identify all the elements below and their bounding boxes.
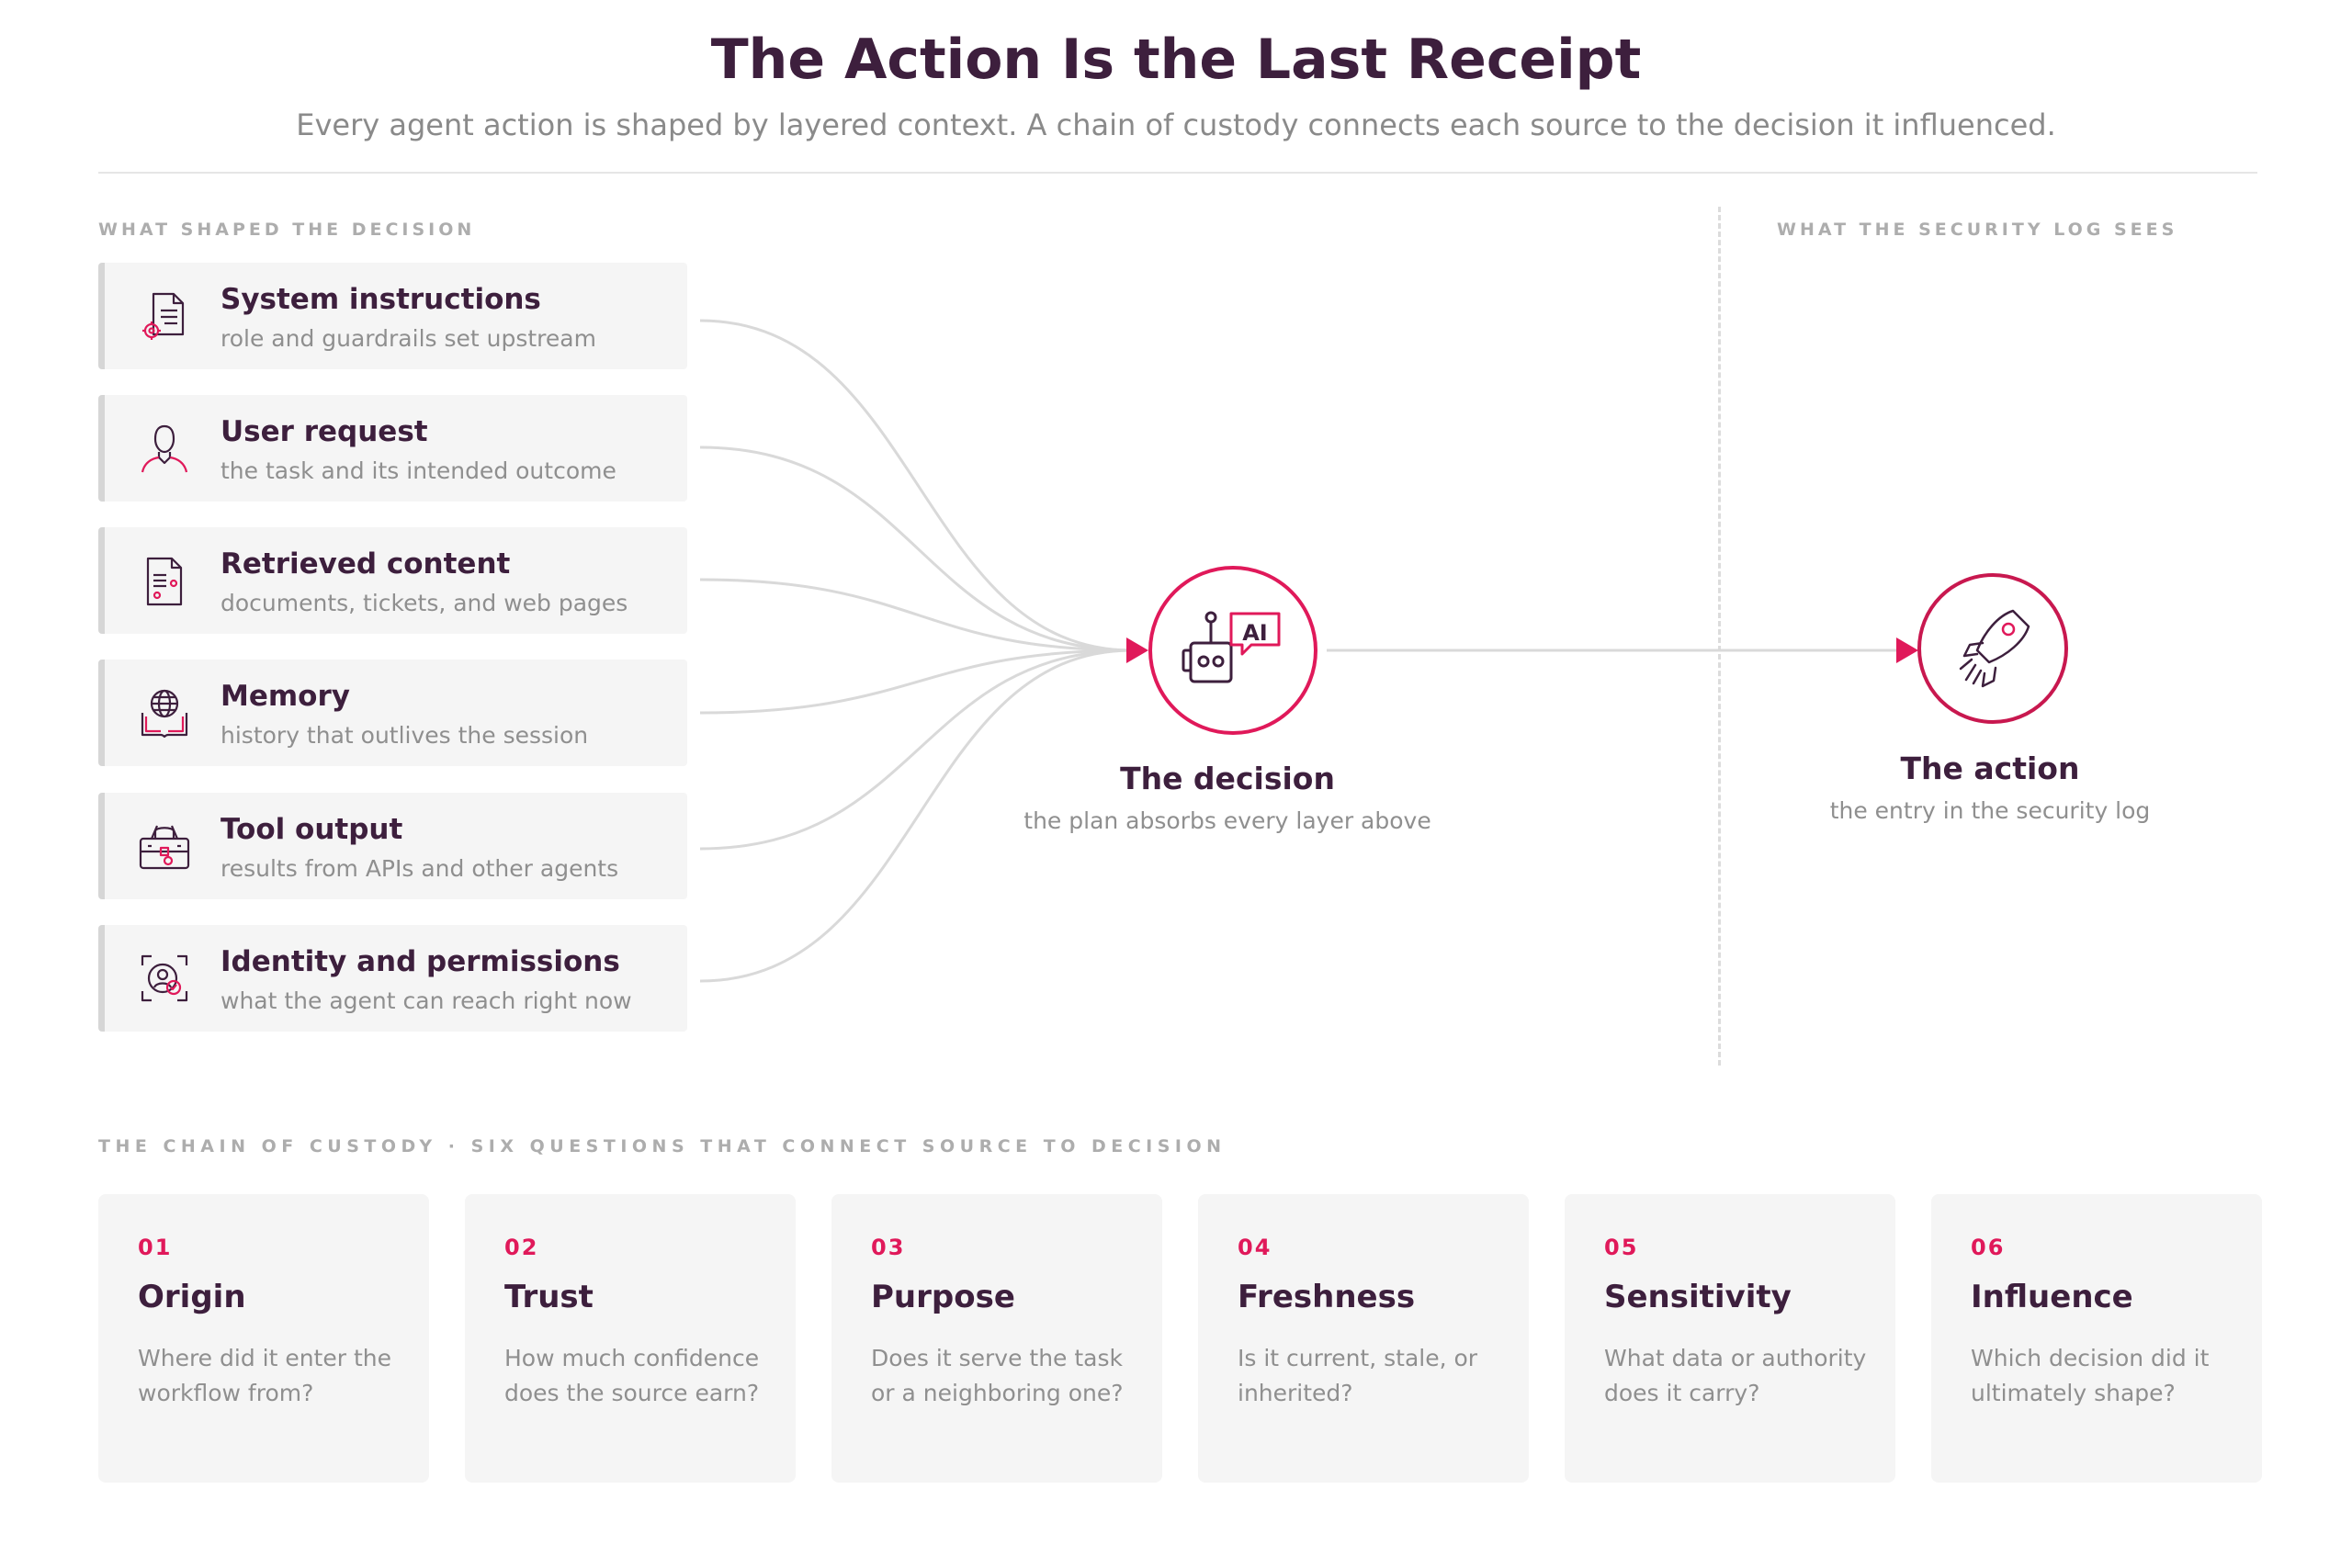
chain-of-custody-heading: THE CHAIN OF CUSTODY · SIX QUESTIONS THA… xyxy=(98,1136,1227,1156)
connector-identity-permissions xyxy=(699,649,1133,983)
header-divider xyxy=(98,172,2257,174)
security-log-heading: WHAT THE SECURITY LOG SEES xyxy=(1777,220,2178,240)
arrowhead-decision xyxy=(1126,637,1148,663)
connector-user-request xyxy=(699,446,1133,652)
question-number: 03 xyxy=(871,1235,906,1260)
rocket-icon xyxy=(1959,609,2030,688)
action-title: The action xyxy=(1900,750,2080,786)
decision-description: the plan absorbs every layer above xyxy=(1023,807,1431,834)
ai-badge: AI xyxy=(1242,620,1268,646)
source-description: documents, tickets, and web pages xyxy=(220,590,628,616)
question-title: Freshness xyxy=(1238,1279,1416,1315)
connector-tool-output xyxy=(699,649,1133,851)
document-list-icon xyxy=(137,553,192,608)
page-title: The Action Is the Last Receipt xyxy=(710,28,1642,92)
connector-memory xyxy=(699,649,1133,715)
question-number: 04 xyxy=(1238,1235,1272,1260)
question-text: Is it current, stale, or inherited? xyxy=(1238,1345,1478,1406)
source-title: Identity and permissions xyxy=(220,945,620,978)
action-label: The action the entry in the security log xyxy=(1714,750,2266,824)
action-description: the entry in the security log xyxy=(1829,797,2151,824)
connector-system-instructions xyxy=(699,319,1133,652)
question-card-influence: 06 Influence Which decision did it ultim… xyxy=(1931,1194,2262,1483)
question-text: How much confidence does the source earn… xyxy=(504,1345,760,1406)
source-title: Tool output xyxy=(220,813,403,846)
question-number: 05 xyxy=(1604,1235,1639,1260)
source-description: role and guardrails set upstream xyxy=(220,325,596,352)
source-card-memory: Memory history that outlives the session xyxy=(98,660,687,766)
question-card-sensitivity: 05 Sensitivity What data or authority do… xyxy=(1565,1194,1895,1483)
globe-book-icon xyxy=(137,685,192,740)
source-description: the task and its intended outcome xyxy=(220,457,616,484)
question-title: Origin xyxy=(138,1279,246,1315)
toolbox-icon xyxy=(137,818,192,874)
source-title: User request xyxy=(220,415,428,448)
source-title: Memory xyxy=(220,680,350,713)
question-title: Influence xyxy=(1971,1279,2133,1315)
question-card-trust: 02 Trust How much confidence does the so… xyxy=(465,1194,796,1483)
source-card-system-instructions: System instructions role and guardrails … xyxy=(98,263,687,369)
question-number: 06 xyxy=(1971,1235,2006,1260)
document-gear-icon xyxy=(137,288,192,344)
question-card-origin: 01 Origin Where did it enter the workflo… xyxy=(98,1194,429,1483)
source-card-retrieved-content: Retrieved content documents, tickets, an… xyxy=(98,527,687,634)
arrowhead-action xyxy=(1896,637,1918,663)
page-subtitle: Every agent action is shaped by layered … xyxy=(296,107,2056,142)
question-text: Does it serve the task or a neighboring … xyxy=(871,1345,1124,1406)
action-node xyxy=(1917,573,2068,724)
source-title: Retrieved content xyxy=(220,547,511,581)
person-icon xyxy=(137,421,192,476)
source-title: System instructions xyxy=(220,283,541,316)
connector-retrieved-content xyxy=(699,578,1133,652)
question-card-freshness: 04 Freshness Is it current, stale, or in… xyxy=(1198,1194,1529,1483)
source-description: history that outlives the session xyxy=(220,722,589,749)
source-description: what the agent can reach right now xyxy=(220,987,632,1014)
source-description: results from APIs and other agents xyxy=(220,855,619,882)
question-number: 01 xyxy=(138,1235,173,1260)
log-boundary-divider xyxy=(1718,207,1721,1066)
sources-heading: WHAT SHAPED THE DECISION xyxy=(98,220,476,240)
question-text: Where did it enter the workflow from? xyxy=(138,1345,391,1406)
identity-scan-icon xyxy=(137,951,192,1006)
decision-label: The decision the plan absorbs every laye… xyxy=(952,761,1503,834)
source-card-tool-output: Tool output results from APIs and other … xyxy=(98,793,687,899)
question-title: Trust xyxy=(504,1279,594,1315)
question-card-purpose: 03 Purpose Does it serve the task or a n… xyxy=(831,1194,1162,1483)
question-title: Purpose xyxy=(871,1279,1015,1315)
question-number: 02 xyxy=(504,1235,539,1260)
decision-title: The decision xyxy=(1120,761,1335,796)
question-title: Sensitivity xyxy=(1604,1279,1792,1315)
ai-robot-icon xyxy=(1182,611,1281,683)
source-card-identity-permissions: Identity and permissions what the agent … xyxy=(98,925,687,1032)
question-text: What data or authority does it carry? xyxy=(1604,1345,1867,1406)
decision-node xyxy=(1148,566,1317,735)
question-text: Which decision did it ultimately shape? xyxy=(1971,1345,2210,1406)
source-card-user-request: User request the task and its intended o… xyxy=(98,395,687,502)
